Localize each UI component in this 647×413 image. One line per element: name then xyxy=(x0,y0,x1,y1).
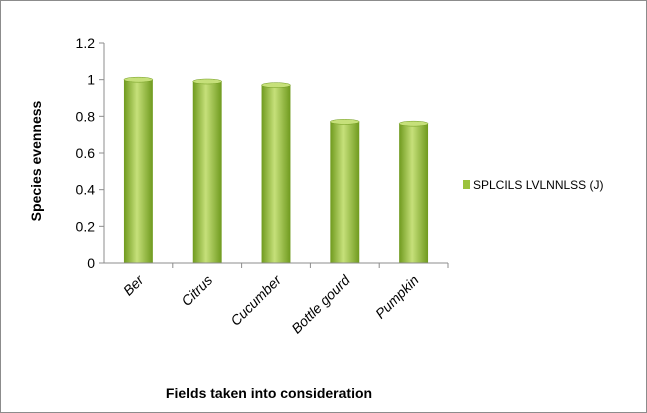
y-tick-label: 0.2 xyxy=(76,218,96,234)
y-tick-label: 0.8 xyxy=(76,108,96,124)
legend-swatch xyxy=(463,180,470,189)
bar-citrus xyxy=(192,81,222,263)
bar-cap xyxy=(192,78,222,85)
y-tick-label: 1 xyxy=(87,72,95,88)
x-tick-label: Ber xyxy=(120,271,148,299)
bar-cap xyxy=(123,76,154,83)
bar-cap xyxy=(261,82,291,88)
bar-ber xyxy=(123,79,153,264)
y-tick-label: 0 xyxy=(87,255,95,271)
bar-cucumber xyxy=(261,85,291,264)
bar-cap xyxy=(330,119,360,125)
x-tick-label: Citrus xyxy=(178,272,215,309)
x-tick-label: Pumpkin xyxy=(372,272,422,322)
x-axis-tick-labels: Ber Citrus Cucumber Bottle gourd Pumpkin xyxy=(120,263,449,337)
axes xyxy=(103,43,448,264)
x-tick-label: Cucumber xyxy=(227,271,285,329)
y-axis-ticks: 0 0.2 0.4 0.6 0.8 1 1.2 xyxy=(76,35,104,271)
legend: SPLCILS LVLNNLSS (J) xyxy=(463,178,604,192)
bar-bottle-gourd xyxy=(330,121,360,263)
y-tick-label: 0.6 xyxy=(76,145,96,161)
bar-cap xyxy=(398,120,429,127)
bars xyxy=(123,76,429,264)
legend-label: SPLCILS LVLNNLSS (J) xyxy=(473,178,604,192)
x-axis-title: Fields taken into consideration xyxy=(166,385,372,401)
y-tick-label: 1.2 xyxy=(76,35,96,51)
x-tick-label: Bottle gourd xyxy=(288,271,354,337)
y-tick-label: 0.4 xyxy=(76,182,96,198)
bar-pumpkin xyxy=(399,123,429,264)
y-axis-title: Species evenness xyxy=(28,100,44,221)
